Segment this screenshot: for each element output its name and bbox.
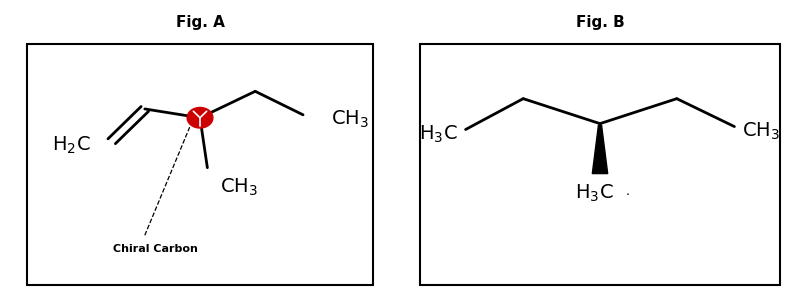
Text: $\rm CH_3$: $\rm CH_3$: [330, 109, 369, 130]
Polygon shape: [592, 125, 608, 174]
Text: $\rm H_3C$: $\rm H_3C$: [575, 182, 614, 204]
Text: $\rm H_3C$: $\rm H_3C$: [419, 123, 458, 144]
Text: $\rm CH_3$: $\rm CH_3$: [742, 120, 780, 142]
Text: Fig. B: Fig. B: [576, 15, 624, 30]
Text: Chiral Carbon: Chiral Carbon: [114, 244, 198, 254]
Text: $\cdot$: $\cdot$: [625, 187, 630, 200]
Text: Fig. A: Fig. A: [175, 15, 225, 30]
Circle shape: [187, 107, 213, 128]
Text: $\rm CH_3$: $\rm CH_3$: [220, 177, 258, 198]
Text: $\rm H_2C$: $\rm H_2C$: [52, 135, 90, 156]
